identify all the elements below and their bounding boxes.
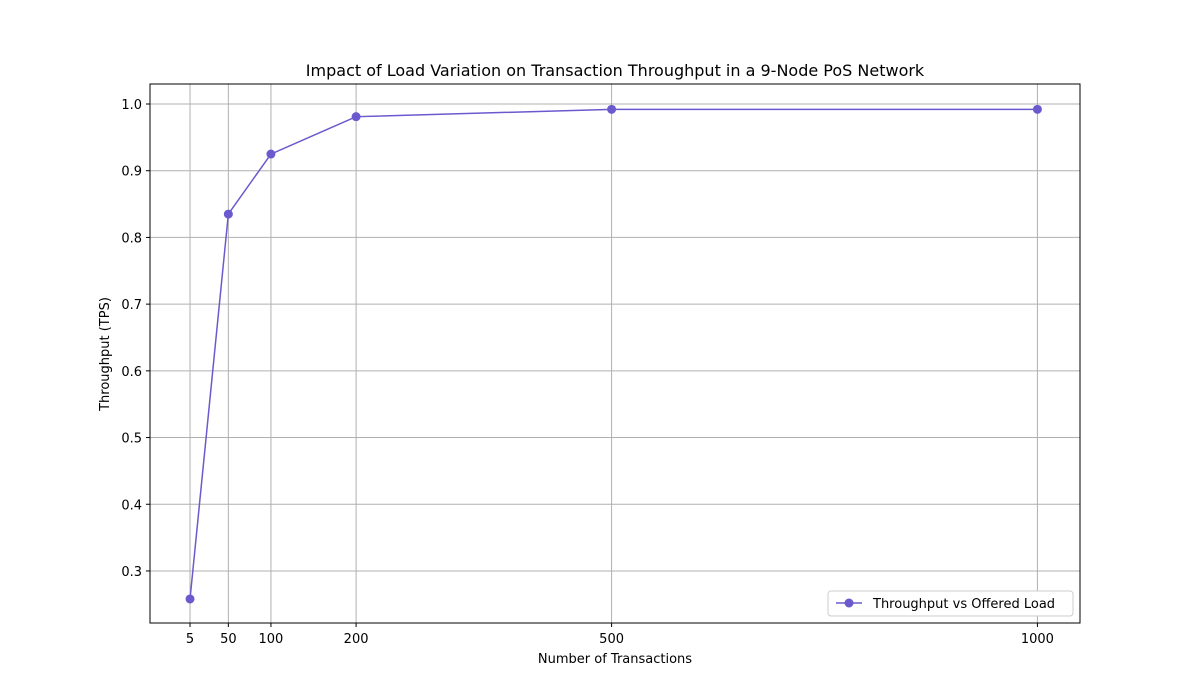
y-axis-label: Throughput (TPS) xyxy=(98,297,113,412)
x-tick-label: 100 xyxy=(259,632,284,647)
x-tick-label: 500 xyxy=(599,632,624,647)
y-tick-label: 0.3 xyxy=(121,565,142,580)
y-tick-label: 1.0 xyxy=(121,98,142,113)
plot-area-frame xyxy=(149,83,1081,624)
x-tick-label: 1000 xyxy=(1021,632,1054,647)
legend: Throughput vs Offered Load xyxy=(827,590,1074,617)
x-axis-label: Number of Transactions xyxy=(538,652,692,667)
y-tick-label: 0.5 xyxy=(121,432,142,447)
series-line xyxy=(189,108,1038,600)
y-tick-label: 0.6 xyxy=(121,365,142,380)
data-point xyxy=(223,209,233,219)
x-tick-label: 5 xyxy=(186,632,194,647)
series-layer xyxy=(185,104,1042,604)
legend-entry-label: Throughput vs Offered Load xyxy=(872,597,1055,612)
y-tick-label: 0.4 xyxy=(121,498,142,513)
data-point xyxy=(185,594,195,604)
x-axis: 5 50 100 200 500 1000 xyxy=(186,623,1054,647)
x-tick-label: 200 xyxy=(344,632,369,647)
x-tick-label: 50 xyxy=(220,632,237,647)
y-axis: 0.3 0.4 0.5 0.6 0.7 0.8 0.9 1.0 xyxy=(121,98,150,580)
y-tick-label: 0.9 xyxy=(121,165,142,180)
y-tick-label: 0.8 xyxy=(121,231,142,246)
legend-box xyxy=(827,590,1074,617)
data-point xyxy=(266,149,276,159)
legend-marker-swatch xyxy=(844,598,854,608)
data-point xyxy=(1032,104,1042,114)
chart-title: Impact of Load Variation on Transaction … xyxy=(306,61,925,80)
data-point xyxy=(351,112,361,122)
data-point xyxy=(607,104,617,114)
y-tick-label: 0.7 xyxy=(121,298,142,313)
grid xyxy=(150,84,1080,623)
